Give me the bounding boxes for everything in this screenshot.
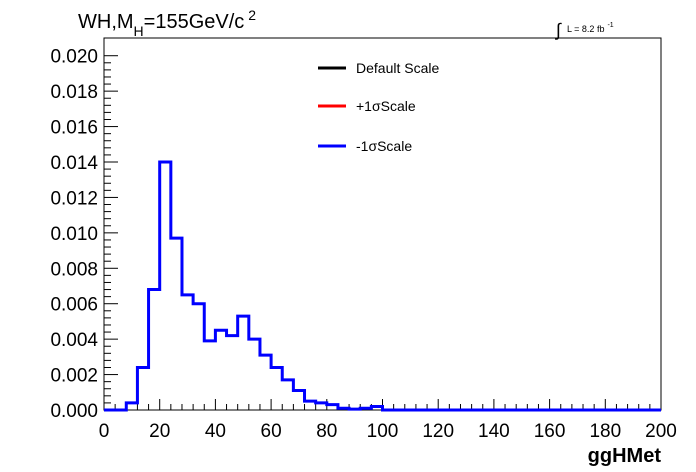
legend: Default Scale +1σScale -1σScale xyxy=(318,60,439,154)
legend-label: +1σScale xyxy=(356,98,416,114)
y-tick-label: 0.016 xyxy=(50,118,98,139)
y-tick-label: 0.012 xyxy=(50,188,98,209)
x-tick-label: 80 xyxy=(316,421,337,442)
integral-sign: ∫ xyxy=(554,20,562,40)
x-tick-label: 120 xyxy=(422,421,454,442)
x-tick-label: 40 xyxy=(205,421,226,442)
y-tick-label: 0.008 xyxy=(50,259,98,280)
series-layer xyxy=(104,160,661,412)
y-tick-label: 0.002 xyxy=(50,366,98,387)
y-tick-label: 0.006 xyxy=(50,295,98,316)
y-tick-label: 0.010 xyxy=(50,224,98,245)
lumi-label: L = 8.2 fb -1 xyxy=(567,22,614,34)
x-tick-label: 180 xyxy=(589,421,621,442)
histogram-series-line xyxy=(104,160,661,412)
y-axis: 0.000 0.002 0.004 0.006 0.008 0.010 0.012 0.014… xyxy=(50,47,118,422)
y-tick-label: 0.000 xyxy=(50,401,98,422)
y-tick-label: 0.018 xyxy=(50,82,98,103)
x-tick-label: 20 xyxy=(149,421,170,442)
legend-label: -1σScale xyxy=(356,138,412,154)
x-tick-label: 200 xyxy=(645,421,677,442)
legend-label: Default Scale xyxy=(356,60,439,76)
x-axis: 0 20 40 60 80 100 120 140 160 180 200 xyxy=(99,399,677,442)
x-tick-label: 0 xyxy=(99,421,110,442)
y-tick-label: 0.014 xyxy=(50,153,98,174)
x-tick-label: 160 xyxy=(534,421,566,442)
y-tick-label: 0.004 xyxy=(50,330,98,351)
x-tick-label: 100 xyxy=(367,421,399,442)
x-axis-label: ggHMet xyxy=(588,445,662,467)
plot-frame xyxy=(103,37,662,411)
chart-title: WH,MH=155GeV/c 2 xyxy=(78,7,256,39)
x-tick-label: 140 xyxy=(478,421,510,442)
y-tick-label: 0.020 xyxy=(50,47,98,68)
x-tick-label: 60 xyxy=(261,421,282,442)
